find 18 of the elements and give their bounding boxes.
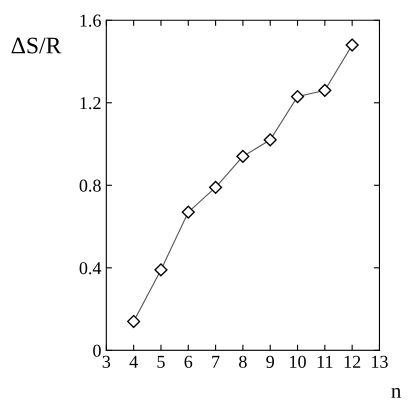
x-tick-label: 10 <box>290 356 306 368</box>
y-tick-label: 0 <box>93 344 101 357</box>
y-tick-label: 1.2 <box>80 97 100 110</box>
x-tick-label: 13 <box>372 356 388 368</box>
x-axis-title: n <box>391 388 402 398</box>
y-tick-label: 0.8 <box>80 180 101 192</box>
y-tick-label: 0.4 <box>80 262 102 274</box>
x-tick-label: 7 <box>212 356 220 368</box>
x-tick-label: 12 <box>344 356 360 368</box>
x-tick-label: 6 <box>184 356 192 368</box>
x-tick-label: 9 <box>266 356 274 368</box>
x-tick-label: 8 <box>239 356 247 368</box>
y-tick-label: 1.6 <box>80 14 101 27</box>
x-tick-label: 4 <box>129 356 138 368</box>
x-tick-label: 3 <box>102 356 110 368</box>
x-tick-label: 11 <box>318 356 332 368</box>
x-tick-label: 5 <box>158 356 165 368</box>
y-axis-title: ΔS/R <box>12 38 62 54</box>
